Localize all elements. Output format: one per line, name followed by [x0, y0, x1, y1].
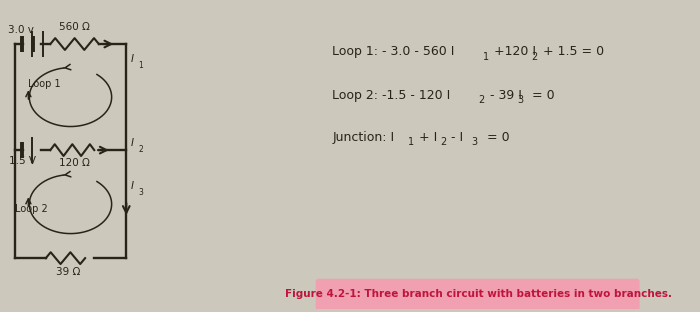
Text: I: I — [131, 54, 134, 64]
Text: 3: 3 — [138, 188, 143, 197]
Text: 2: 2 — [440, 137, 447, 147]
Text: = 0: = 0 — [479, 131, 509, 144]
Text: 2: 2 — [138, 145, 143, 154]
Text: Figure 4.2-1: Three branch circuit with batteries in two branches.: Figure 4.2-1: Three branch circuit with … — [285, 290, 672, 300]
Text: 560 Ω: 560 Ω — [59, 22, 90, 32]
Text: 3.0 v: 3.0 v — [8, 25, 34, 35]
Text: 1: 1 — [138, 61, 143, 70]
Text: I: I — [131, 181, 134, 191]
Text: 1: 1 — [483, 52, 489, 62]
Text: 2: 2 — [479, 95, 485, 105]
Text: Loop 2: Loop 2 — [15, 204, 48, 214]
Text: Loop 1: - 3.0 - 560 I: Loop 1: - 3.0 - 560 I — [332, 45, 454, 58]
Text: +120 I: +120 I — [491, 45, 536, 58]
Text: Loop 2: -1.5 - 120 I: Loop 2: -1.5 - 120 I — [332, 89, 450, 102]
Text: Loop 1: Loop 1 — [29, 79, 61, 89]
Text: Junction: I: Junction: I — [332, 131, 394, 144]
Text: 3: 3 — [471, 137, 477, 147]
Text: 39 Ω: 39 Ω — [57, 267, 80, 277]
Text: - I: - I — [447, 131, 463, 144]
Text: 1: 1 — [408, 137, 414, 147]
Text: - 39 I: - 39 I — [486, 89, 522, 102]
Text: 2: 2 — [531, 52, 538, 62]
FancyBboxPatch shape — [316, 279, 640, 310]
Text: + I: + I — [415, 131, 438, 144]
Text: + 1.5 = 0: + 1.5 = 0 — [539, 45, 604, 58]
Text: 3: 3 — [517, 95, 523, 105]
Text: = 0: = 0 — [524, 89, 555, 102]
Text: I: I — [131, 138, 134, 148]
Text: 120 Ω: 120 Ω — [59, 158, 90, 168]
Text: 1.5 V: 1.5 V — [9, 156, 36, 166]
